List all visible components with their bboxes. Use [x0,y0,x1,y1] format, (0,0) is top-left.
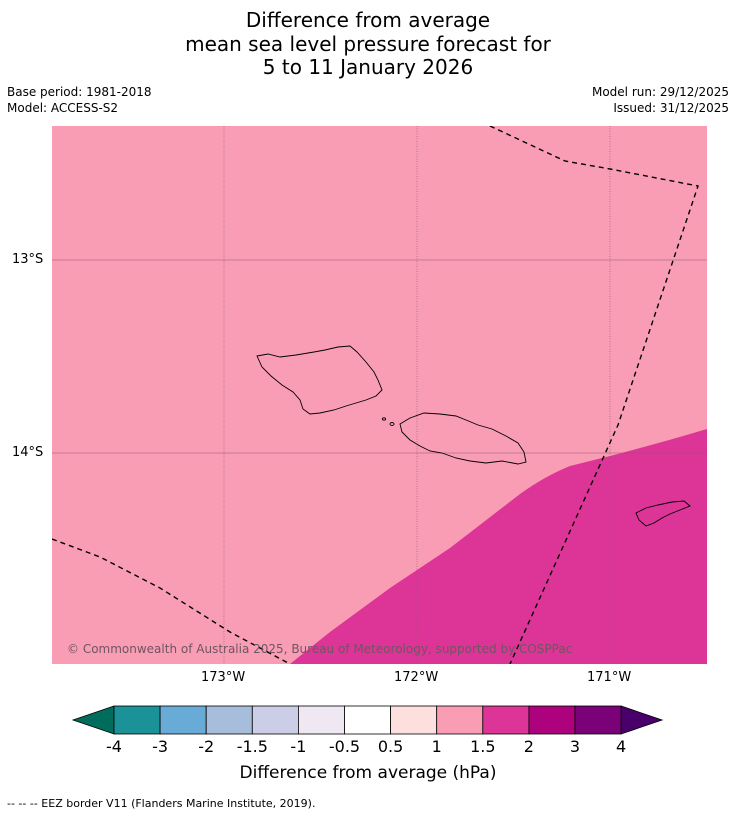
colorbar-tick-label: -1 [290,737,306,756]
title-line-1: Difference from average [245,8,491,32]
colorbar-tick-label: 1 [432,737,442,756]
upolu-island [399,412,527,465]
model-name: Model: ACCESS-S2 [7,101,119,115]
colorbar-segment [528,705,576,735]
eez-footnote: -- -- -- EEZ border V11 (Flanders Marine… [7,797,316,810]
colorbar-segment [436,705,484,735]
manono-islet [381,417,387,421]
colorbar-tick-label: -3 [152,737,168,756]
tutuila-island [635,500,691,527]
lat-tick-13s: 13°S [12,252,44,267]
colorbar-segment [251,705,299,735]
colorbar-tick-label: -2 [198,737,214,756]
colorbar-tick-label: 1.5 [470,737,495,756]
title-line-3: 5 to 11 January 2026 [262,55,474,79]
colorbar-tick-label: 3 [570,737,580,756]
lat-tick-14s: 14°S [12,445,44,460]
apolima-islet [389,422,395,426]
issued-date: Issued: 31/12/2025 [613,101,729,115]
colorbar-segment [113,705,161,735]
savaii-island [256,345,383,415]
colorbar-tick-label: 2 [524,737,534,756]
colorbar-segment [390,705,438,735]
anomaly-fill-1-5-to-2 [290,429,707,664]
colorbar-extend-low [71,705,115,735]
title-line-2: mean sea level pressure forecast for [185,32,551,56]
colorbar-tick-label: -0.5 [329,737,360,756]
colorbar-extend-high [620,705,664,735]
map-copyright: © Commonwealth of Australia 2025, Bureau… [67,642,573,656]
colorbar-segment [574,705,622,735]
eez-border [52,126,699,664]
colorbar-label: Difference from average (hPa) [239,763,497,783]
colorbar-segment [159,705,207,735]
lon-tick-171w: 171°W [587,670,632,685]
model-run: Model run: 29/12/2025 [591,85,729,99]
colorbar-tick-label: 4 [616,737,626,756]
colorbar-segment [344,705,391,735]
lon-tick-173w: 173°W [201,670,246,685]
lon-tick-172w: 172°W [394,670,439,685]
colorbar-segment [205,705,253,735]
colorbar-segment [482,705,530,735]
samoa-islands [256,345,691,527]
base-period: Base period: 1981-2018 [7,85,152,99]
colorbar-tick-label: -4 [106,737,122,756]
colorbar-segment [297,705,345,735]
colorbar-tick-label: 0.5 [378,737,403,756]
graticule [52,126,707,664]
colorbar-tick-label: -1.5 [237,737,268,756]
